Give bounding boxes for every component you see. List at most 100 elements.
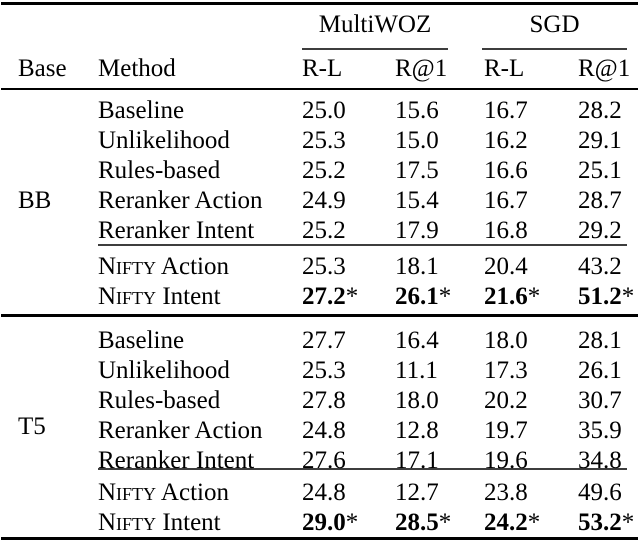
table-row: Baseline 27.7 16.4 18.0 28.1 <box>0 326 639 356</box>
method-cell: Nifty Intent <box>98 508 221 538</box>
method-cell: Baseline <box>98 327 185 354</box>
method-suffix: Action <box>156 253 229 280</box>
table-row: Nifty Action 24.8 12.7 23.8 49.6 <box>0 478 639 508</box>
method-cell: Reranker Action <box>98 187 263 214</box>
value-cell: 20.2 <box>484 387 528 414</box>
value-cell: 25.1 <box>578 157 622 184</box>
table-row: Unlikelihood 25.3 11.1 17.3 26.1 <box>0 356 639 386</box>
method-suffix: Intent <box>156 509 221 536</box>
col-header-base: Base <box>18 55 67 82</box>
nifty-smallcaps: Nifty <box>98 283 157 310</box>
col-header-r1-multiwoz: R@1 <box>395 55 448 82</box>
value-cell: 26.1 <box>578 357 622 384</box>
method-cell: Reranker Intent <box>98 217 255 244</box>
value-cell: 24.8 <box>302 479 346 506</box>
value-cell: 16.7 <box>484 97 528 124</box>
multiwoz-cmidrule <box>302 48 448 50</box>
value-cell: 11.1 <box>395 357 438 384</box>
value-cell: 16.4 <box>395 327 439 354</box>
group-header-sgd: SGD <box>529 11 580 38</box>
value-cell: 28.1 <box>578 327 622 354</box>
value-cell: 18.0 <box>484 327 528 354</box>
method-suffix: Intent <box>156 283 221 310</box>
value-cell: 28.2 <box>578 97 622 124</box>
base-label-t5: T5 <box>18 413 46 440</box>
value-cell: 49.6 <box>578 479 622 506</box>
value-cell: 25.3 <box>302 357 346 384</box>
method-suffix: Action <box>156 479 229 506</box>
value-cell: 25.2 <box>302 157 346 184</box>
value-cell: 16.2 <box>484 127 528 154</box>
nifty-smallcaps: Nifty <box>98 479 157 506</box>
value-cell: 17.3 <box>484 357 528 384</box>
column-header-row: Base Method R-L R@1 R-L R@1 <box>0 54 639 84</box>
nifty-smallcaps: Nifty <box>98 253 157 280</box>
value-cell: 25.2 <box>302 217 346 244</box>
value-cell: 19.6 <box>484 447 528 474</box>
table-row: Unlikelihood 25.3 15.0 16.2 29.1 <box>0 126 639 156</box>
table-row: Rules-based 27.8 18.0 20.2 30.7 <box>0 386 639 416</box>
nifty-smallcaps: Nifty <box>98 509 157 536</box>
table-row: Rules-based 25.2 17.5 16.6 25.1 <box>0 156 639 186</box>
table-row: Reranker Intent 27.6 17.1 19.6 34.8 <box>0 446 639 476</box>
value-cell: 28.5* <box>395 509 452 536</box>
value-cell: 26.1* <box>395 283 452 310</box>
table-row: Reranker Action 24.8 12.8 19.7 35.9 <box>0 416 639 446</box>
value-cell: 34.8 <box>578 447 622 474</box>
value-cell: 29.0* <box>302 509 359 536</box>
table-row: Baseline 25.0 15.6 16.7 28.2 <box>0 96 639 126</box>
value-cell: 25.3 <box>302 127 346 154</box>
value-cell: 23.8 <box>484 479 528 506</box>
value-cell: 29.1 <box>578 127 622 154</box>
value-cell: 15.4 <box>395 187 439 214</box>
value-cell: 21.6* <box>484 283 541 310</box>
value-cell: 29.2 <box>578 217 622 244</box>
value-cell: 35.9 <box>578 417 622 444</box>
value-cell: 27.8 <box>302 387 346 414</box>
value-cell: 43.2 <box>578 253 622 280</box>
toprule <box>1 2 638 5</box>
table-row: Reranker Action 24.9 15.4 16.7 28.7 <box>0 186 639 216</box>
value-cell: 18.1 <box>395 253 439 280</box>
value-cell: 27.2* <box>302 283 359 310</box>
col-header-r1-sgd: R@1 <box>578 55 631 82</box>
bb-nifty-cmidrule <box>98 244 627 246</box>
value-cell: 12.8 <box>395 417 439 444</box>
value-cell: 30.7 <box>578 387 622 414</box>
value-cell: 16.8 <box>484 217 528 244</box>
method-cell: Unlikelihood <box>98 127 230 154</box>
base-label-row: BB <box>0 186 639 216</box>
value-cell: 15.0 <box>395 127 439 154</box>
method-cell: Unlikelihood <box>98 357 230 384</box>
value-cell: 24.9 <box>302 187 346 214</box>
group-header-multiwoz: MultiWOZ <box>318 11 432 38</box>
group-header-row: MultiWOZ SGD <box>0 10 639 40</box>
table-row: Nifty Action 25.3 18.1 20.4 43.2 <box>0 252 639 282</box>
value-cell: 24.2* <box>484 509 541 536</box>
method-cell: Reranker Action <box>98 417 263 444</box>
bottomrule <box>1 537 638 540</box>
value-cell: 12.7 <box>395 479 439 506</box>
value-cell: 15.6 <box>395 97 439 124</box>
value-cell: 27.6 <box>302 447 346 474</box>
table-row: Reranker Intent 25.2 17.9 16.8 29.2 <box>0 216 639 246</box>
value-cell: 17.1 <box>395 447 439 474</box>
value-cell: 16.7 <box>484 187 528 214</box>
method-cell: Baseline <box>98 97 185 124</box>
value-cell: 51.2* <box>578 283 635 310</box>
table-row: Nifty Intent 27.2* 26.1* 21.6* 51.2* <box>0 282 639 312</box>
method-cell: Nifty Intent <box>98 282 221 312</box>
value-cell: 25.0 <box>302 97 346 124</box>
base-label-row: T5 <box>0 412 639 442</box>
method-cell: Rules-based <box>98 387 221 414</box>
value-cell: 24.8 <box>302 417 346 444</box>
value-cell: 16.6 <box>484 157 528 184</box>
value-cell: 27.7 <box>302 327 346 354</box>
col-header-rl-sgd: R-L <box>484 55 525 82</box>
value-cell: 53.2* <box>578 509 635 536</box>
method-cell: Nifty Action <box>98 252 229 282</box>
value-cell: 20.4 <box>484 253 528 280</box>
method-cell: Reranker Intent <box>98 447 255 474</box>
value-cell: 28.7 <box>578 187 622 214</box>
